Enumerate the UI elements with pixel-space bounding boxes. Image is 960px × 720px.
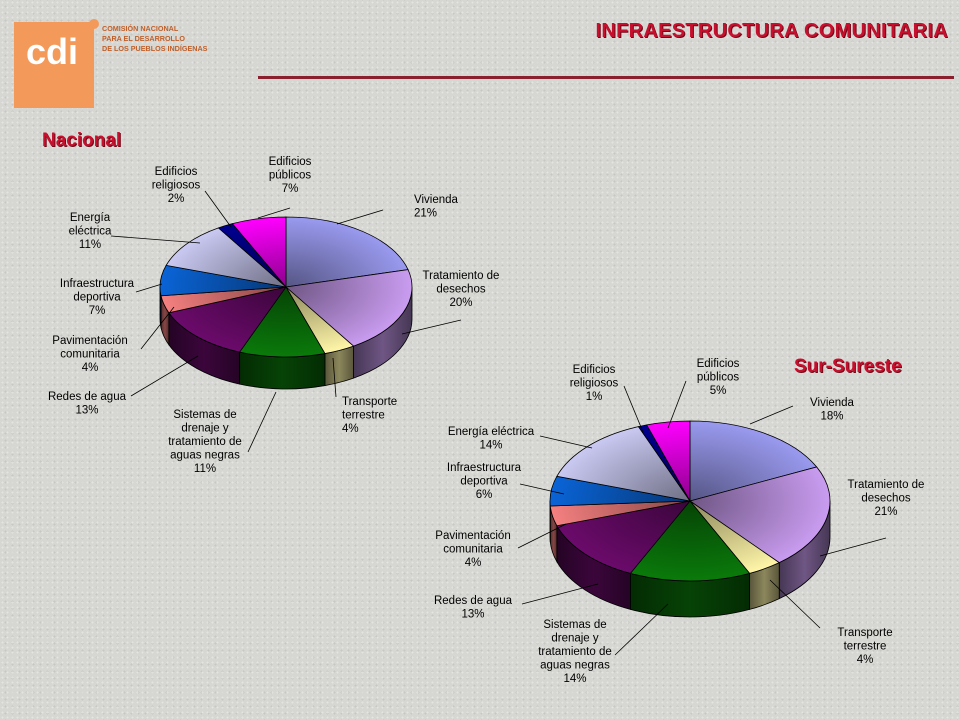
data-label-tratamiento-de-desechos: Tratamiento de desechos 20% (423, 270, 500, 309)
leader-line-edificios-religiosos (623, 385, 644, 433)
pie-slice-edificios-publicos (231, 216, 287, 289)
data-label-energia-electrica: Energía eléctrica 14% (448, 426, 535, 452)
leader-line-pavimentacion-comunitaria (517, 523, 567, 549)
leader-line-tratamiento-de-desechos (819, 537, 887, 557)
leader-line-vivienda (336, 209, 384, 225)
pie-slice-vivienda (285, 216, 409, 288)
pie-slice-edificios-publicos (646, 420, 691, 503)
pie-slice-energia-electrica (556, 426, 691, 502)
data-label-redes-de-agua: Redes de agua 13% (434, 595, 513, 621)
data-label-edificios-religiosos: Edificios religiosos 1% (570, 364, 619, 403)
data-label-sistemas-de-drenaje-y-tratamiento-de-aguas-negras: Sistemas de drenaje y tratamiento de aguas … (168, 409, 242, 475)
data-label-sistemas-de-drenaje-y-tratamiento-de-aguas-negras: Sistemas de drenaje y tratamiento de aguas … (538, 619, 612, 685)
title-rule (258, 76, 954, 79)
cdi-logo: cdi COMISIÓN NACIONAL PARA EL DESARROLLO… (14, 19, 208, 108)
pie-slice-redes-de-agua (556, 500, 692, 574)
data-label-pavimentacion-comunitaria: Pavimentación comunitaria 4% (435, 530, 510, 569)
data-label-edificios-publicos: Edificios públicos 5% (697, 358, 740, 397)
pie-slice-vivienda (689, 420, 818, 502)
leader-line-sistemas-de-drenaje-y-tratamiento-de-aguas-negras (614, 603, 669, 656)
logo-dot (89, 19, 99, 29)
data-label-transporte-terrestre: Transporte terrestre 4% (837, 627, 892, 666)
data-label-edificios-publicos: Edificios públicos 7% (269, 156, 312, 195)
data-label-edificios-religiosos: Edificios religiosos 2% (152, 166, 201, 205)
leader-line-edificios-publicos (667, 380, 687, 429)
leader-line-redes-de-agua (521, 583, 599, 605)
data-label-redes-de-agua: Redes de agua 13% (48, 391, 127, 417)
leader-line-energia-electrica (539, 435, 593, 449)
pie-slice-tratamiento-de-desechos (689, 466, 831, 564)
data-label-infraestructura-deportiva: Infraestructura deportiva 6% (447, 462, 522, 501)
leader-line-transporte-terrestre (769, 579, 821, 629)
data-label-energia-electrica: Energía eléctrica 11% (69, 212, 112, 251)
chart-title-sur-sureste: Sur-Sureste (794, 356, 902, 377)
leader-line-infraestructura-deportiva (135, 283, 163, 293)
leader-line-tratamiento-de-desechos (401, 319, 462, 335)
leader-line-edificios-publicos (257, 207, 291, 219)
data-label-transporte-terrestre: Transporte terrestre 4% (342, 396, 397, 435)
leader-line-vivienda (749, 405, 794, 425)
pie-side-sistemas-de-drenaje-y-tratamiento-de-aguas-negras (239, 351, 326, 390)
pie-chart-nacional: Vivienda 21% Tratamiento de desechos 20% Tran… (48, 156, 499, 475)
data-label-tratamiento-de-desechos: Tratamiento de desechos 21% (848, 479, 925, 518)
logo-block (14, 22, 94, 108)
leader-line-infraestructura-deportiva (519, 483, 565, 495)
logo-mark: cdi (26, 31, 78, 72)
data-label-pavimentacion-comunitaria: Pavimentación comunitaria 4% (52, 335, 127, 374)
pie-slice-sistemas-de-drenaje-y-tratamiento-de-aguas-negras (238, 286, 326, 358)
leader-line-transporte-terrestre (332, 357, 337, 398)
leader-line-pavimentacion-comunitaria (140, 306, 175, 350)
pie-slice-sistemas-de-drenaje-y-tratamiento-de-aguas-negras (629, 500, 751, 582)
data-label-infraestructura-deportiva: Infraestructura deportiva 7% (60, 278, 135, 317)
pie-chart-sur-sureste: Vivienda 18% Tratamiento de desechos 21% Tran… (434, 358, 924, 685)
page-title: INFRAESTRUCTURA COMUNITARIA (595, 20, 948, 42)
logo-line-1: COMISIÓN NACIONAL (102, 24, 179, 33)
leader-line-energia-electrica (110, 235, 201, 244)
pie-slice-tratamiento-de-desechos (285, 269, 413, 347)
leader-line-redes-de-agua (130, 355, 199, 397)
logo-line-3: DE LOS PUEBLOS INDÍGENAS (102, 44, 208, 53)
pie-slice-redes-de-agua (168, 286, 287, 353)
leader-line-sistemas-de-drenaje-y-tratamiento-de-aguas-negras (247, 391, 277, 453)
leader-line-edificios-religiosos (204, 190, 232, 228)
logo-line-2: PARA EL DESARROLLO (102, 34, 185, 43)
chart-title-nacional: Nacional (42, 130, 122, 151)
data-label-vivienda: Vivienda 18% (810, 397, 855, 423)
data-label-vivienda: Vivienda 21% (414, 194, 459, 220)
